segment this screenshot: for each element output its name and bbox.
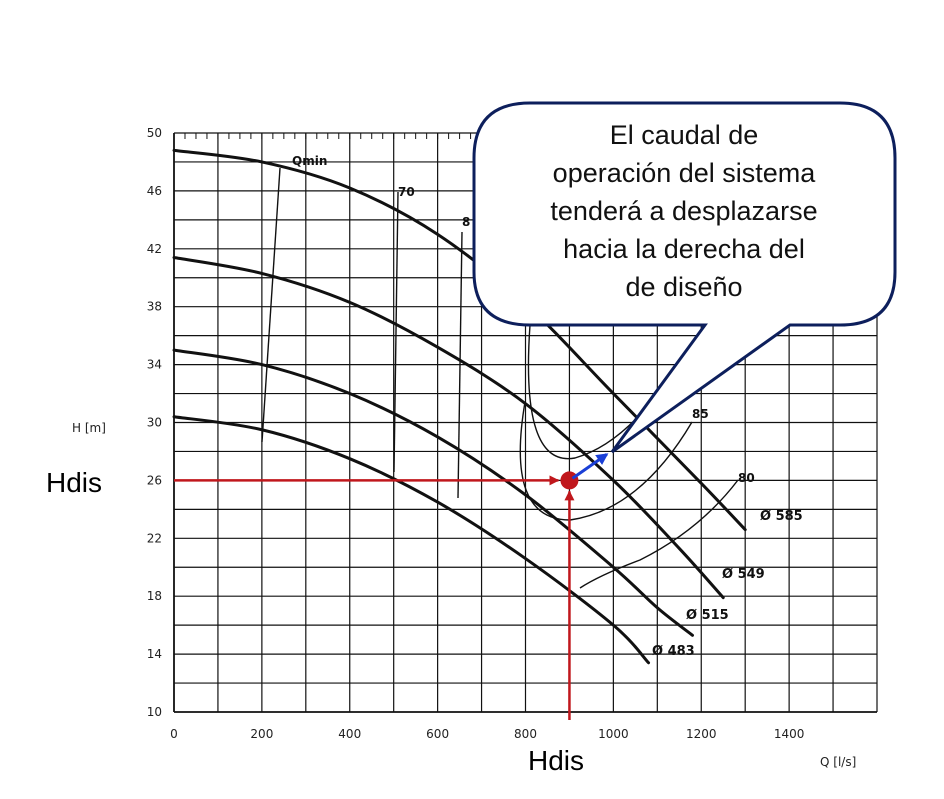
x-tick-label: 0 [170, 727, 178, 741]
y-tick-label: 30 [147, 416, 162, 430]
pump-curve-3 [172, 415, 651, 665]
y-tick-label: 46 [147, 184, 162, 198]
x-tick-label: 1200 [686, 727, 717, 741]
eff-curve-87 [527, 324, 661, 460]
y-tick-label: 10 [147, 705, 162, 719]
y-tick-label: 22 [147, 531, 162, 545]
curve-labels: Ø 585 Ø 549 Ø 515 Ø 483 [652, 509, 803, 659]
callout-line-5: de diseño [625, 272, 742, 302]
x-tick-label: 1400 [774, 727, 805, 741]
eff-curve-80 [579, 479, 739, 589]
y-tick-labels: 10 14 18 22 26 30 34 38 42 46 50 [147, 126, 162, 719]
x-tick-label: 200 [250, 727, 273, 741]
pump-curve-1 [172, 255, 725, 600]
x-tick-labels: 0 200 400 600 800 1000 1200 1400 [170, 727, 804, 741]
callout-shape [472, 101, 897, 454]
callout-line-2: operación del sistema [553, 158, 817, 188]
y-tick-label: 42 [147, 242, 162, 256]
shift-arrow [571, 453, 609, 480]
y-tick-label: 38 [147, 300, 162, 314]
y-tick-label: 26 [147, 473, 162, 487]
y-tick-label: 34 [147, 358, 162, 372]
curve-label-585: Ø 585 [760, 509, 803, 524]
curve-label-483: Ø 483 [652, 644, 695, 659]
y-tick-label: 14 [147, 647, 162, 661]
eff-label-70: 70 [398, 185, 415, 199]
efficiency-labels: Qmin 70 8 87 85 80 [292, 154, 755, 485]
y-tick-label: 50 [147, 126, 162, 140]
curve-label-515: Ø 515 [686, 608, 729, 623]
eff-label-85: 85 [692, 407, 709, 421]
eff-label-80: 80 [738, 471, 755, 485]
pump-curve-2 [172, 348, 694, 637]
design-point [560, 471, 579, 490]
x-axis-label: Q [l/s] [820, 755, 856, 769]
eff-label-8: 8 [462, 215, 470, 229]
callout-bubble: El caudal de operación del sistema tende… [472, 101, 897, 454]
design-point-annotation [174, 453, 609, 720]
y-tick-label: 18 [147, 589, 162, 603]
callout-line-3: tenderá a desplazarse [550, 196, 817, 226]
y-axis-label: H [m] [72, 421, 106, 435]
curve-label-549: Ø 549 [722, 567, 765, 582]
x-tick-label: 800 [514, 727, 537, 741]
eff-label-qmin: Qmin [292, 154, 327, 168]
x-tick-label: 400 [338, 727, 361, 741]
eff-curve-8x [457, 231, 463, 499]
eff-curve-qmin [261, 167, 281, 443]
x-tick-label: 600 [426, 727, 449, 741]
x-tick-label: 1000 [598, 727, 629, 741]
callout-line-1: El caudal de [610, 120, 759, 150]
callout-line-4: hacia la derecha del [563, 234, 805, 264]
q-design-label: Hdis [528, 745, 584, 776]
h-design-label: Hdis [46, 467, 102, 498]
eff-curve-70 [393, 191, 399, 473]
